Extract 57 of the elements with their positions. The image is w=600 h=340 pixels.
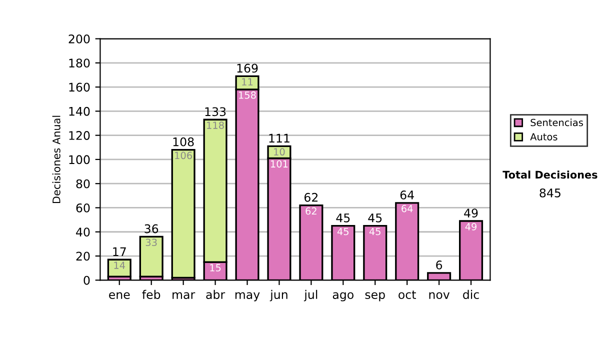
x-tick-label: abr <box>206 290 226 300</box>
data-label: 15 <box>210 264 221 272</box>
x-tick-label: dic <box>463 290 479 300</box>
x-tick-label: ene <box>109 292 130 300</box>
text: 845 <box>540 188 560 198</box>
total-label: 62 <box>304 192 318 202</box>
data-label: 106 <box>175 152 192 160</box>
y-axis-title: Decisiones Anual <box>52 116 60 203</box>
x-tick-label: jul <box>304 290 318 302</box>
total-label: 45 <box>336 214 350 222</box>
bar <box>171 148 196 279</box>
x-tick-label: feb <box>142 290 160 300</box>
total-label: 111 <box>269 134 290 143</box>
total-label: 6 <box>436 260 442 270</box>
total-label: 49 <box>464 208 478 218</box>
y-tick-label: 140 <box>69 106 90 116</box>
data-label: 158 <box>239 91 256 99</box>
total-label: 36 <box>144 224 158 234</box>
data-label: 11 <box>242 78 253 86</box>
x-tick-label: jun <box>270 290 288 302</box>
x-tick-label: oct <box>398 290 416 300</box>
total-label: 17 <box>113 247 126 256</box>
y-tick-label: 0 <box>84 276 90 285</box>
x-tick-label: nov <box>429 292 450 300</box>
data-label: 49 <box>465 223 477 230</box>
y-tick-label: 40 <box>76 228 90 237</box>
data-label: 14 <box>114 262 126 269</box>
data-label: 62 <box>306 207 316 215</box>
total-label: 169 <box>237 64 258 73</box>
x-tick-label: may <box>235 292 260 302</box>
data-label: 10 <box>274 148 285 156</box>
data-label: 33 <box>146 238 157 246</box>
total-label: 45 <box>368 214 382 222</box>
y-tick-label: 160 <box>69 82 90 92</box>
total-label: 133 <box>205 107 226 116</box>
total-label: 64 <box>400 190 414 200</box>
y-tick-label: 100 <box>69 155 90 164</box>
data-label: 118 <box>207 122 224 129</box>
x-tick-label: sep <box>365 292 385 302</box>
x-tick-label: ago <box>332 292 354 302</box>
y-tick-label: 200 <box>68 34 90 44</box>
y-tick-label: 20 <box>76 252 90 261</box>
text: Total Decisiones <box>502 170 598 179</box>
x-tick-label: mar <box>172 292 196 300</box>
legend-label: Autos <box>530 133 558 140</box>
total-label: 108 <box>173 137 194 146</box>
y-tick-label: 180 <box>69 58 90 68</box>
y-tick-label: 80 <box>76 179 90 188</box>
y-tick-label: 120 <box>69 131 90 140</box>
data-label: 45 <box>337 228 348 236</box>
data-label: 64 <box>402 204 413 212</box>
data-label: 45 <box>369 228 380 236</box>
bar <box>107 258 132 278</box>
bar <box>139 236 164 278</box>
data-label: 101 <box>271 160 288 168</box>
y-tick-label: 60 <box>76 203 90 212</box>
legend-label: Sentencias <box>530 118 583 126</box>
